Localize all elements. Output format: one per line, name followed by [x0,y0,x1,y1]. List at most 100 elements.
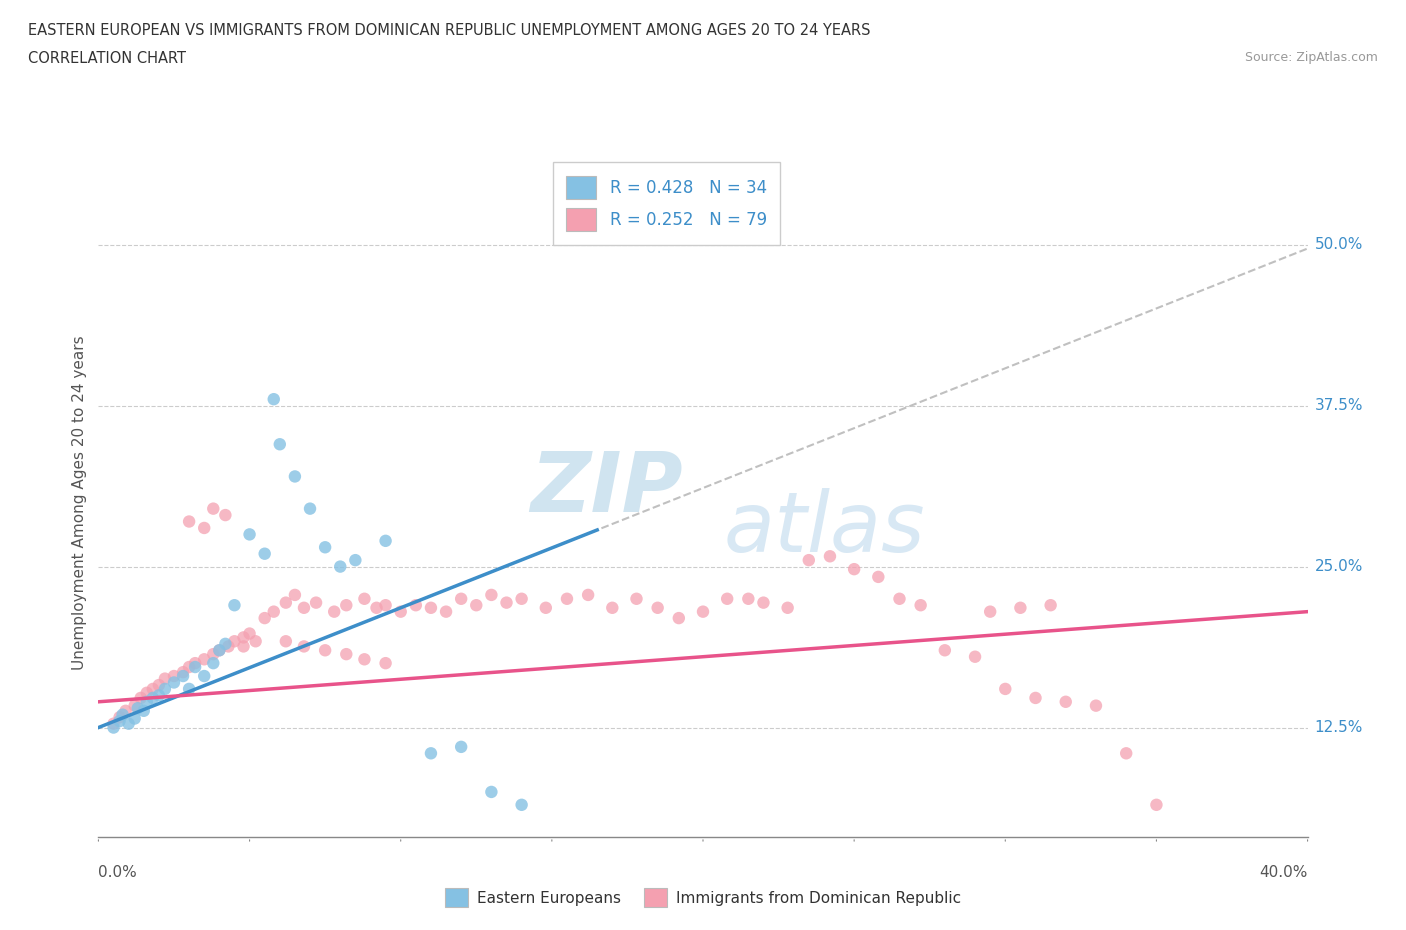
Point [103,720,125,735]
Point [450,739,472,754]
Point [1144,797,1167,812]
Point [534,601,557,616]
Point [114,703,136,718]
Point [1039,598,1062,613]
Point [202,656,225,671]
Point [163,669,186,684]
Point [217,639,239,654]
Point [224,598,246,613]
Point [135,695,157,710]
Point [752,595,775,610]
Point [108,713,131,728]
Point [214,508,236,523]
Point [1010,601,1032,616]
Point [314,539,336,554]
Point [647,601,669,616]
Point [124,698,146,713]
Point [419,746,441,761]
Point [263,604,285,619]
Point [202,646,225,661]
Point [245,634,267,649]
Point [132,703,155,718]
Point [172,665,194,680]
Point [163,675,186,690]
Text: 37.5%: 37.5% [1315,398,1362,413]
Point [576,588,599,603]
Point [253,546,276,561]
Point [495,595,517,610]
Point [1085,698,1108,713]
Point [374,598,396,613]
Point [994,682,1017,697]
Point [184,659,207,674]
Text: 40.0%: 40.0% [1260,865,1308,880]
Point [127,701,149,716]
Point [153,682,176,697]
Point [979,604,1001,619]
Point [450,591,472,606]
Text: 25.0%: 25.0% [1315,559,1362,574]
Point [1115,746,1137,761]
Point [419,601,441,616]
Point [389,604,412,619]
Point [292,639,315,654]
Point [1024,690,1046,705]
Point [193,669,215,684]
Point [323,604,346,619]
Point [232,639,254,654]
Point [668,611,690,626]
Point [737,591,759,606]
Point [274,634,297,649]
Point [335,598,357,613]
Point [844,562,866,577]
Point [329,559,352,574]
Text: ZIP: ZIP [530,448,682,529]
Text: CORRELATION CHART: CORRELATION CHART [28,51,186,66]
Point [292,601,315,616]
Point [510,797,533,812]
Point [193,521,215,536]
Legend: Eastern Europeans, Immigrants from Dominican Republic: Eastern Europeans, Immigrants from Domin… [439,883,967,913]
Point [353,591,375,606]
Point [135,685,157,700]
Point [868,569,890,584]
Point [284,469,307,484]
Point [142,690,165,705]
Point [797,552,820,567]
Point [716,591,738,606]
Legend: R = 0.428   N = 34, R = 0.252   N = 79: R = 0.428 N = 34, R = 0.252 N = 79 [553,163,780,245]
Point [818,549,841,564]
Point [184,656,207,671]
Point [366,601,388,616]
Point [108,710,131,724]
Point [172,669,194,684]
Point [214,636,236,651]
Point [274,595,297,610]
Point [465,598,488,613]
Point [269,437,291,452]
Point [263,392,285,406]
Point [142,682,165,697]
Point [1054,695,1077,710]
Text: Source: ZipAtlas.com: Source: ZipAtlas.com [1244,51,1378,64]
Point [224,634,246,649]
Text: 50.0%: 50.0% [1315,237,1362,252]
Text: atlas: atlas [723,488,925,569]
Point [103,716,125,731]
Point [889,591,911,606]
Point [776,601,799,616]
Point [335,646,357,661]
Point [202,501,225,516]
Point [129,690,152,705]
Point [481,785,503,800]
Point [124,711,146,726]
Point [239,527,262,542]
Point [148,678,170,693]
Point [284,588,307,603]
Point [193,652,215,667]
Point [405,598,427,613]
Point [305,595,328,610]
Point [177,659,201,674]
Point [434,604,457,619]
Point [374,534,396,549]
